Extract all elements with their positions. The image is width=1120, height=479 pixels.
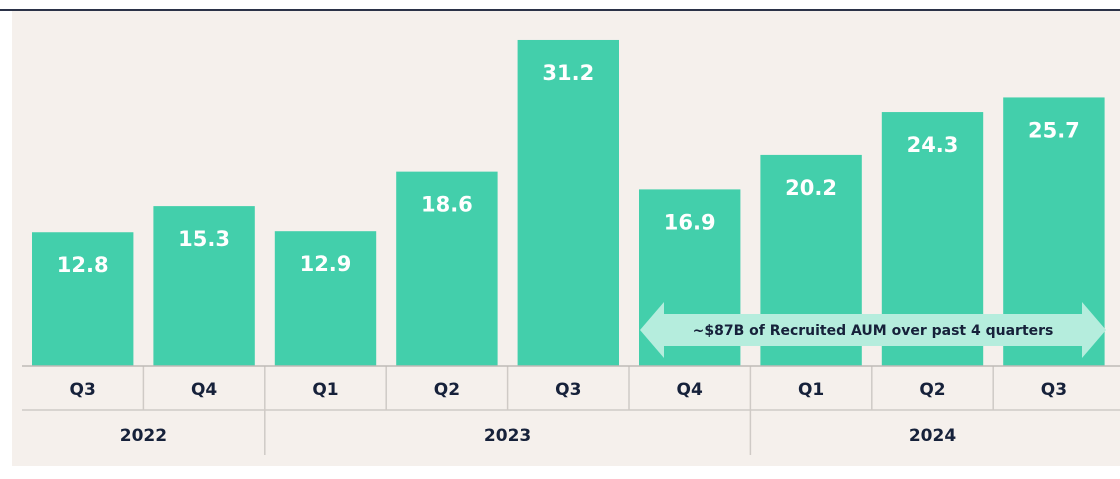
x-tick-label: Q1	[312, 380, 338, 400]
x-tick-label: Q4	[677, 380, 703, 400]
value-label: 31.2	[542, 61, 594, 85]
x-tick-label: Q3	[555, 380, 581, 400]
x-tick-label: Q2	[919, 380, 945, 400]
x-tick-label: Q3	[70, 380, 96, 400]
group-label: 2023	[484, 426, 531, 446]
value-label: 12.9	[300, 252, 352, 276]
bar	[517, 39, 619, 367]
x-tick-label: Q3	[1041, 380, 1067, 400]
bar	[396, 171, 498, 366]
value-label: 25.7	[1028, 118, 1080, 142]
x-tick-label: Q4	[191, 380, 217, 400]
x-tick-label: Q2	[434, 380, 460, 400]
annotation: ~$87B of Recruited AUM over past 4 quart…	[693, 323, 1054, 339]
value-label: 16.9	[664, 210, 716, 234]
bar	[153, 206, 255, 366]
group-label: 2022	[120, 426, 167, 446]
value-label: 12.8	[57, 253, 109, 277]
value-label: 24.3	[907, 133, 959, 157]
value-label: 20.2	[785, 176, 837, 200]
group-label: 2024	[909, 426, 956, 446]
value-label: 18.6	[421, 193, 473, 217]
annotation-arrow	[640, 302, 1106, 358]
bar	[32, 232, 134, 366]
value-label: 15.3	[178, 227, 230, 251]
bar	[274, 231, 377, 366]
x-tick-label: Q1	[798, 380, 824, 400]
